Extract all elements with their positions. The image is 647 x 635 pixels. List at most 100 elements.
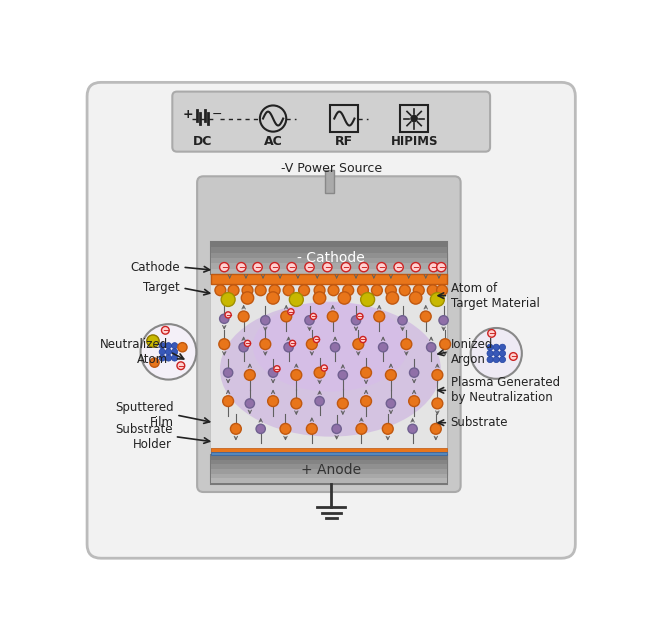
Circle shape xyxy=(237,262,246,272)
Circle shape xyxy=(162,326,170,334)
Text: −: − xyxy=(212,108,223,121)
Circle shape xyxy=(386,399,395,408)
Circle shape xyxy=(386,285,397,296)
Circle shape xyxy=(270,262,280,272)
Circle shape xyxy=(359,262,368,272)
Circle shape xyxy=(337,398,348,409)
Circle shape xyxy=(358,285,368,296)
Circle shape xyxy=(338,370,347,380)
Circle shape xyxy=(274,366,280,372)
Bar xyxy=(211,478,448,483)
Text: −: − xyxy=(254,263,261,272)
Circle shape xyxy=(238,311,249,322)
Text: −: − xyxy=(430,263,437,272)
Text: Target: Target xyxy=(144,281,180,295)
Circle shape xyxy=(245,399,254,408)
Circle shape xyxy=(159,343,166,349)
Circle shape xyxy=(230,424,241,434)
Circle shape xyxy=(299,285,309,296)
Circle shape xyxy=(356,313,363,319)
Circle shape xyxy=(410,368,419,377)
Circle shape xyxy=(311,313,316,319)
Circle shape xyxy=(360,396,371,406)
Text: −: − xyxy=(177,361,184,371)
Circle shape xyxy=(499,344,505,351)
Circle shape xyxy=(493,351,499,356)
Circle shape xyxy=(315,396,324,406)
Circle shape xyxy=(410,292,422,304)
Circle shape xyxy=(178,343,187,352)
Bar xyxy=(211,474,448,478)
Circle shape xyxy=(305,262,314,272)
Circle shape xyxy=(140,324,196,380)
Circle shape xyxy=(245,340,250,347)
Bar xyxy=(331,105,358,131)
Text: −: − xyxy=(221,263,228,272)
Text: −: − xyxy=(313,335,320,344)
Text: −: − xyxy=(356,312,364,321)
Circle shape xyxy=(171,343,178,349)
Bar xyxy=(211,469,448,474)
FancyBboxPatch shape xyxy=(172,91,490,152)
Text: - Cathode: - Cathode xyxy=(298,251,365,265)
Circle shape xyxy=(353,338,364,349)
Circle shape xyxy=(323,262,332,272)
Circle shape xyxy=(386,370,397,380)
Circle shape xyxy=(426,343,436,352)
Text: −: − xyxy=(306,263,313,272)
Circle shape xyxy=(327,311,338,322)
Bar xyxy=(211,448,448,452)
Ellipse shape xyxy=(253,302,408,392)
Circle shape xyxy=(147,335,159,347)
Circle shape xyxy=(509,352,517,360)
Text: −: − xyxy=(324,263,331,272)
Text: −: − xyxy=(238,263,245,272)
Bar xyxy=(211,464,448,469)
Circle shape xyxy=(223,396,234,406)
Circle shape xyxy=(499,356,505,363)
Text: −: − xyxy=(310,312,317,321)
Circle shape xyxy=(413,285,424,296)
Circle shape xyxy=(268,396,278,406)
Circle shape xyxy=(401,338,411,349)
Text: −: − xyxy=(162,326,169,335)
Circle shape xyxy=(499,351,505,356)
Circle shape xyxy=(332,424,341,434)
Bar xyxy=(211,247,448,253)
Text: −: − xyxy=(287,308,294,317)
FancyBboxPatch shape xyxy=(197,177,461,492)
Circle shape xyxy=(374,311,385,322)
Bar xyxy=(211,269,448,274)
Text: Cathode: Cathode xyxy=(131,260,180,274)
Circle shape xyxy=(223,368,233,377)
Circle shape xyxy=(261,316,270,325)
Bar xyxy=(211,264,448,269)
FancyBboxPatch shape xyxy=(87,83,575,558)
Text: + Anode: + Anode xyxy=(301,463,361,477)
Circle shape xyxy=(488,330,496,337)
Circle shape xyxy=(411,116,417,122)
Circle shape xyxy=(171,349,178,355)
Circle shape xyxy=(360,293,375,307)
Circle shape xyxy=(228,285,239,296)
Circle shape xyxy=(343,285,354,296)
Text: −: − xyxy=(360,335,366,344)
Bar xyxy=(211,242,448,247)
Circle shape xyxy=(427,285,438,296)
Text: −: − xyxy=(244,339,251,348)
Circle shape xyxy=(166,355,171,361)
Circle shape xyxy=(288,309,294,315)
Circle shape xyxy=(471,328,522,379)
Circle shape xyxy=(219,314,229,323)
Circle shape xyxy=(487,351,493,356)
Circle shape xyxy=(242,285,253,296)
Text: −: − xyxy=(225,311,232,320)
Circle shape xyxy=(440,338,450,349)
Circle shape xyxy=(269,368,278,377)
Bar xyxy=(211,455,448,460)
Circle shape xyxy=(439,316,448,325)
Circle shape xyxy=(377,262,386,272)
Text: Neutralized
Atom: Neutralized Atom xyxy=(100,338,168,366)
Text: −: − xyxy=(274,364,280,373)
Circle shape xyxy=(256,424,265,434)
